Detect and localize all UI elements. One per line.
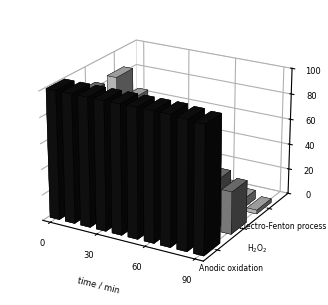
X-axis label: time / min: time / min: [76, 276, 120, 295]
